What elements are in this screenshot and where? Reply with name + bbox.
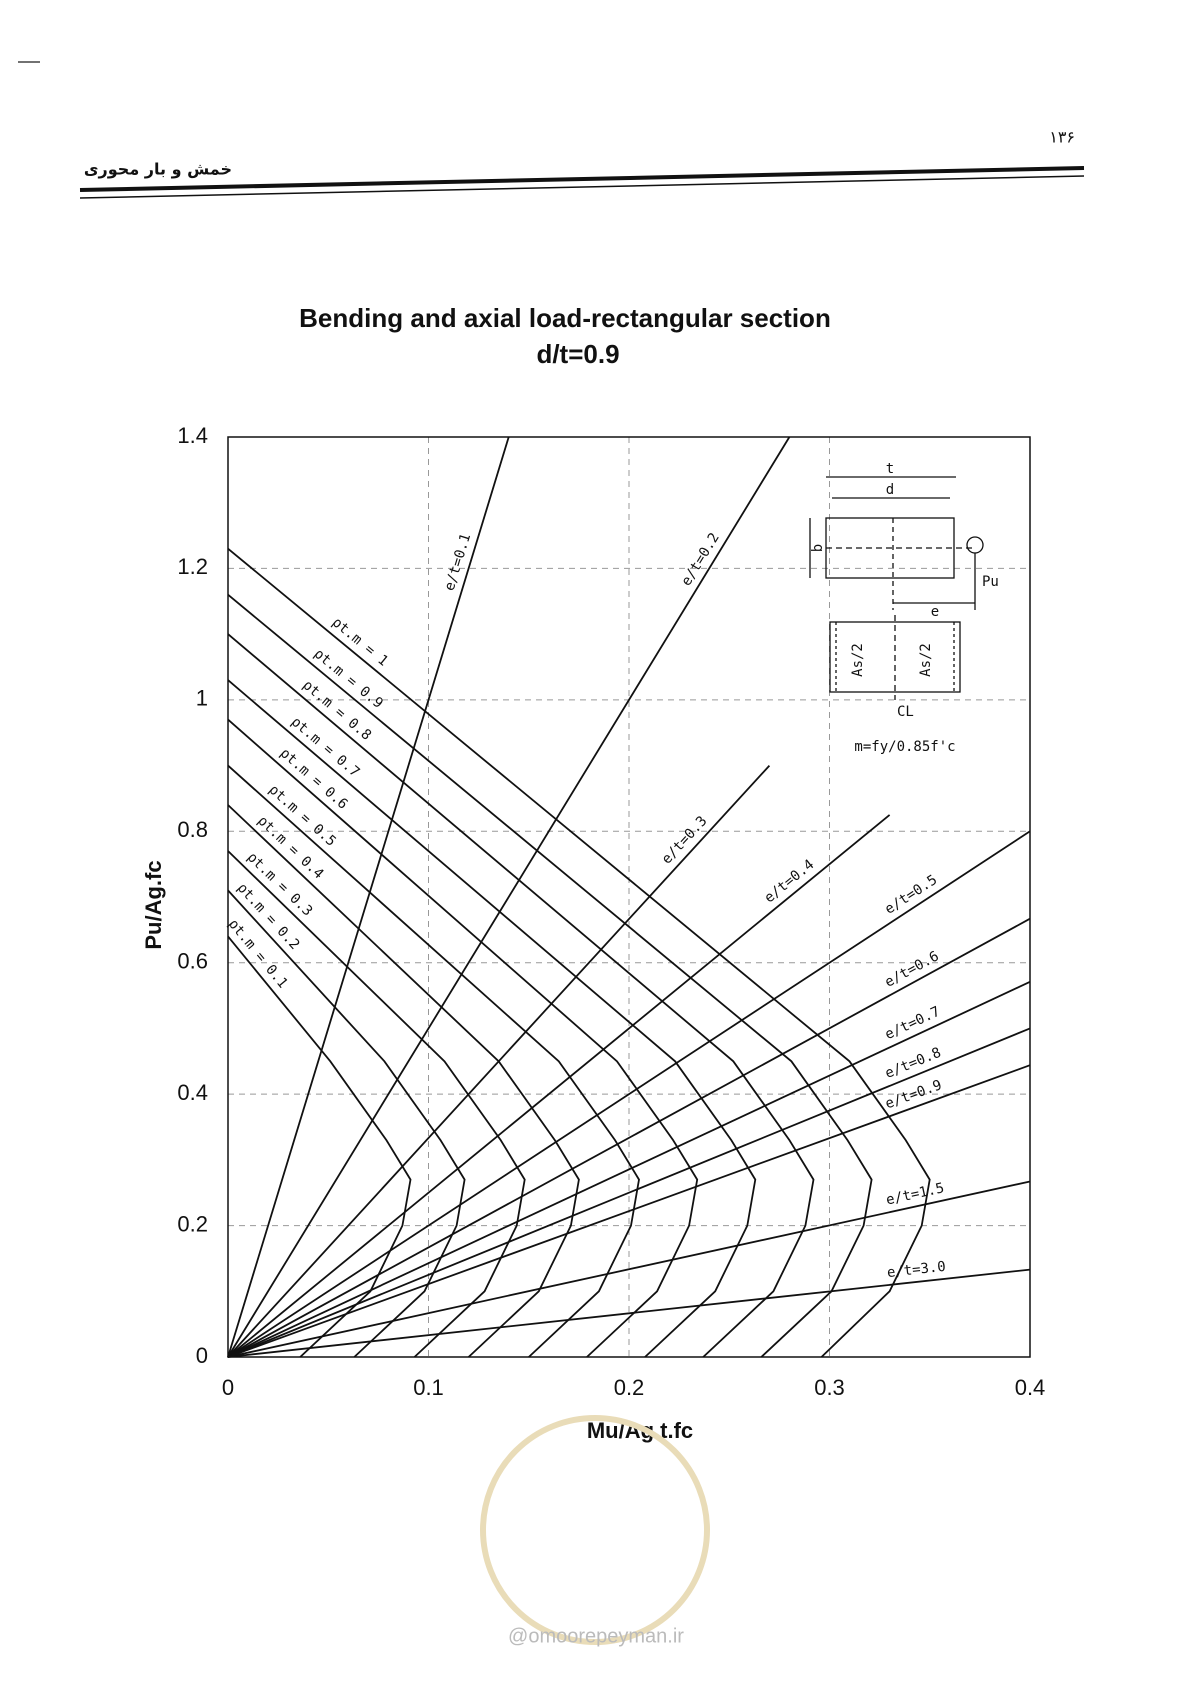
section-diagram (809, 476, 984, 700)
curve (227, 436, 510, 1358)
curve (227, 1180, 1031, 1358)
inset-label: As/2 (850, 643, 866, 677)
header-rule (79, 166, 1085, 192)
plot-frame (227, 436, 1031, 1358)
chart-subtitle: d/t=0.9 (536, 339, 619, 369)
y-tick-label: 1 (196, 686, 208, 711)
curve (227, 436, 791, 1358)
y-axis-label: Pu/Ag.fc (141, 860, 166, 949)
elevation-outline (829, 621, 961, 693)
x-tick-label: 0.3 (814, 1375, 845, 1400)
inset-label: d (886, 482, 894, 498)
curve (227, 917, 1031, 1358)
inset-label: t (886, 461, 894, 477)
inset-label: Pu (982, 574, 999, 590)
curve (227, 633, 815, 1358)
curve (227, 548, 931, 1358)
x-tick-label: 0.4 (1015, 1375, 1046, 1400)
curve (227, 814, 891, 1358)
y-tick-label: 0.8 (177, 817, 208, 842)
curve (227, 830, 1031, 1358)
inset-formula: m=fy/0.85f'c (854, 739, 955, 755)
header-title: خمش و بار محوری (84, 160, 232, 179)
page-number: ۱۳۶ (1049, 128, 1075, 147)
inset-label: As/2 (918, 643, 934, 677)
x-tick-label: 0 (222, 1375, 234, 1400)
inset-label: b (810, 544, 826, 552)
curve (227, 718, 699, 1358)
curve (227, 980, 1031, 1358)
y-tick-label: 1.2 (177, 554, 208, 579)
curve (227, 889, 466, 1358)
y-tick-label: 0.6 (177, 949, 208, 974)
watermark: @omoorepeyman.ir (508, 1625, 684, 1647)
curve (227, 1268, 1031, 1358)
curve (227, 764, 640, 1358)
inset-label: CL (897, 704, 914, 720)
curve-label: e/t=3.0 (886, 1259, 946, 1281)
header-rule (79, 175, 1085, 199)
y-tick-label: 0.4 (177, 1080, 208, 1105)
curve (227, 764, 771, 1358)
x-tick-label: 0.1 (413, 1375, 444, 1400)
inset-label: e (931, 604, 939, 620)
curve (227, 1064, 1031, 1358)
chart-title: Bending and axial load-rectangular secti… (299, 303, 831, 333)
y-tick-label: 0 (196, 1343, 208, 1368)
curve (227, 850, 526, 1358)
curve (227, 1027, 1031, 1358)
y-tick-label: 0.2 (177, 1211, 208, 1236)
watermark-logo (480, 1415, 710, 1645)
y-tick-label: 1.4 (177, 423, 208, 448)
x-tick-label: 0.2 (614, 1375, 645, 1400)
curve (227, 679, 757, 1358)
